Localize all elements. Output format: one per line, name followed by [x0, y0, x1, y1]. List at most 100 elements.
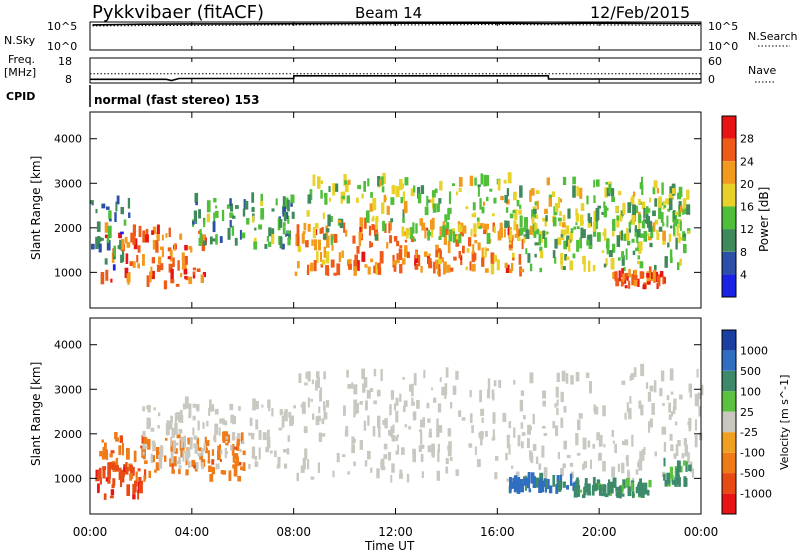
scatter-cell: [635, 469, 639, 475]
velocity-colorbar-tick: 100: [740, 385, 761, 398]
velocity-colorbar-tick: -25: [740, 426, 758, 439]
velocity-colorbar-tick: -100: [740, 447, 765, 460]
x-tick-label: 20:00: [582, 525, 617, 539]
scatter-cell: [623, 233, 627, 241]
scatter-cell: [379, 179, 382, 187]
scatter-cell: [320, 263, 324, 268]
scatter-cell: [112, 460, 116, 465]
scatter-cell: [174, 423, 178, 436]
scatter-cell: [628, 280, 631, 289]
scatter-cell: [166, 420, 170, 427]
scatter-cell: [354, 254, 358, 265]
scatter-cell: [113, 245, 116, 257]
scatter-cell: [248, 463, 251, 470]
scatter-cell: [359, 401, 363, 405]
scatter-cell: [106, 237, 110, 243]
scatter-cell: [134, 483, 137, 493]
velocity-colorbar-segment: [722, 493, 736, 514]
scatter-cell: [146, 275, 150, 287]
scatter-cell: [287, 199, 290, 212]
scatter-cell: [346, 195, 350, 204]
scatter-cell: [377, 262, 381, 270]
scatter-cell: [367, 415, 370, 426]
scatter-cell: [445, 228, 449, 236]
scatter-cell: [447, 428, 452, 437]
scatter-cell: [206, 213, 211, 223]
scatter-cell: [631, 478, 635, 482]
scatter-cell: [132, 224, 136, 237]
scatter-cell: [361, 251, 366, 262]
scatter-cell: [486, 196, 489, 202]
scatter-cell: [638, 400, 642, 409]
scatter-cell: [251, 446, 256, 459]
scatter-cell: [688, 464, 692, 472]
x-tick-label: 00:00: [73, 525, 108, 539]
scatter-cell: [576, 226, 580, 230]
scatter-cell: [396, 253, 399, 263]
scatter-cell: [197, 453, 202, 457]
scatter-cell: [658, 207, 662, 220]
scatter-cell: [535, 229, 540, 235]
scatter-cell: [345, 229, 348, 237]
scatter-cell: [455, 191, 459, 196]
scatter-cell: [448, 441, 452, 450]
scatter-cell: [653, 180, 658, 189]
scatter-cell: [538, 483, 543, 493]
scatter-cell: [239, 229, 242, 240]
scatter-cell: [233, 446, 238, 450]
scatter-cell: [589, 381, 592, 394]
scatter-cell: [188, 403, 192, 416]
scatter-cell: [104, 258, 108, 265]
scatter-cell: [429, 428, 432, 433]
scatter-cell: [413, 185, 416, 193]
scatter-cell: [529, 263, 533, 272]
scatter-cell: [294, 271, 298, 276]
velocity-colorbar-segment: [722, 330, 736, 351]
scatter-cell: [110, 450, 115, 454]
scatter-cell: [452, 231, 455, 243]
scatter-cell: [672, 188, 675, 195]
scatter-cell: [674, 476, 678, 487]
scatter-cell: [351, 382, 354, 389]
scatter-cell: [242, 440, 245, 445]
scatter-cell: [656, 232, 660, 240]
scatter-cell: [105, 269, 109, 281]
scatter-cell: [372, 198, 377, 211]
scatter-cell: [639, 182, 644, 190]
scatter-cell: [616, 487, 621, 491]
scatter-cell: [198, 230, 201, 234]
scatter-cell: [175, 283, 180, 287]
scatter-cell: [344, 180, 347, 185]
scatter-cell: [437, 449, 440, 462]
scatter-cell: [564, 254, 567, 261]
scatter-cell: [402, 406, 406, 413]
scatter-cell: [128, 212, 131, 218]
scatter-cell: [225, 431, 228, 440]
scatter-cell: [101, 439, 104, 443]
power-colorbar-tick: 20: [740, 178, 754, 191]
scatter-cell: [210, 404, 215, 412]
scatter-cell: [353, 461, 356, 467]
scatter-cell: [222, 470, 227, 475]
scatter-cell: [413, 238, 416, 242]
scatter-cell: [588, 217, 592, 227]
scatter-cell: [418, 445, 422, 452]
scatter-cell: [396, 259, 400, 264]
scatter-cell: [532, 210, 536, 218]
scatter-cell: [122, 251, 125, 262]
scatter-cell: [534, 223, 538, 232]
scatter-cell: [639, 451, 642, 459]
scatter-cell: [137, 468, 141, 472]
scatter-cell: [515, 471, 520, 476]
scatter-cell: [694, 419, 697, 431]
scatter-cell: [402, 209, 405, 218]
scatter-cell: [191, 459, 196, 467]
scatter-cell: [598, 484, 603, 496]
scatter-cell: [557, 237, 562, 246]
scatter-cell: [426, 402, 430, 408]
scatter-cell: [219, 459, 222, 462]
scatter-cell: [220, 449, 223, 455]
scatter-cell: [379, 251, 384, 264]
scatter-cell: [296, 472, 299, 482]
scatter-cell: [170, 451, 174, 464]
